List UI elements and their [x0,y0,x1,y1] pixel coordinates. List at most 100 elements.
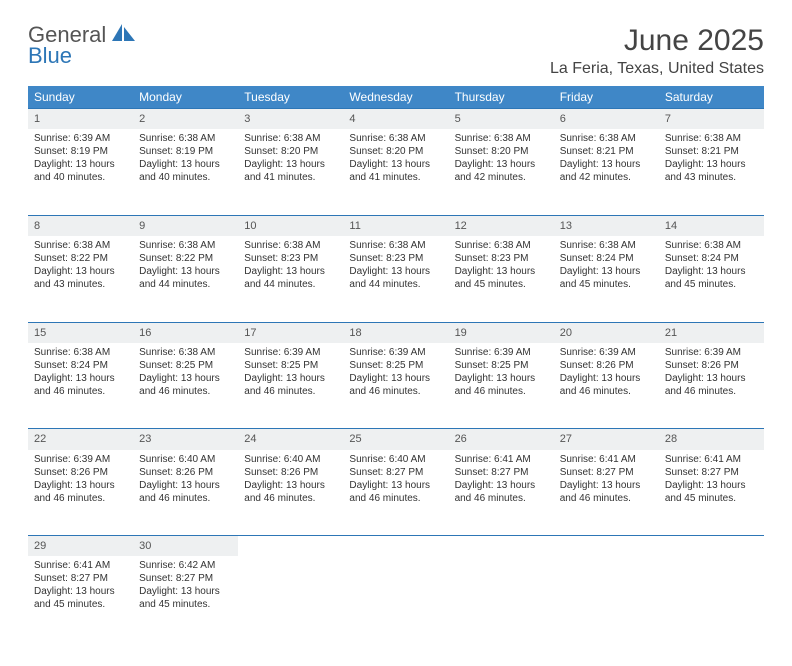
day-content-cell: Sunrise: 6:38 AMSunset: 8:24 PMDaylight:… [28,343,133,429]
sunrise-line: Sunrise: 6:39 AM [244,346,337,359]
sunrise-line: Sunrise: 6:41 AM [560,453,653,466]
sunrise-line: Sunrise: 6:38 AM [665,132,758,145]
day-content-cell [343,556,448,642]
sunset-line: Sunset: 8:22 PM [34,252,127,265]
daylight-line: Daylight: 13 hours and 43 minutes. [665,158,758,184]
sunset-line: Sunset: 8:24 PM [34,359,127,372]
calendar-table: Sunday Monday Tuesday Wednesday Thursday… [28,86,764,642]
daylight-line: Daylight: 13 hours and 46 minutes. [665,372,758,398]
sunrise-line: Sunrise: 6:38 AM [244,132,337,145]
day-content-cell: Sunrise: 6:39 AMSunset: 8:26 PMDaylight:… [659,343,764,429]
daylight-line: Daylight: 13 hours and 46 minutes. [455,372,548,398]
sunrise-line: Sunrise: 6:38 AM [349,132,442,145]
day-number-cell: 13 [554,215,659,236]
daylight-line: Daylight: 13 hours and 44 minutes. [349,265,442,291]
day-number-cell [554,536,659,557]
day-content-cell: Sunrise: 6:39 AMSunset: 8:25 PMDaylight:… [343,343,448,429]
day-content-cell: Sunrise: 6:39 AMSunset: 8:26 PMDaylight:… [28,450,133,536]
day-content-cell: Sunrise: 6:41 AMSunset: 8:27 PMDaylight:… [28,556,133,642]
sunset-line: Sunset: 8:21 PM [665,145,758,158]
sunset-line: Sunset: 8:23 PM [244,252,337,265]
weekday-header: Thursday [449,86,554,109]
day-content-row: Sunrise: 6:41 AMSunset: 8:27 PMDaylight:… [28,556,764,642]
sunset-line: Sunset: 8:25 PM [139,359,232,372]
daylight-line: Daylight: 13 hours and 45 minutes. [665,479,758,505]
weekday-header: Wednesday [343,86,448,109]
sunrise-line: Sunrise: 6:38 AM [455,239,548,252]
day-content-cell: Sunrise: 6:41 AMSunset: 8:27 PMDaylight:… [659,450,764,536]
sunset-line: Sunset: 8:24 PM [560,252,653,265]
daylight-line: Daylight: 13 hours and 45 minutes. [560,265,653,291]
daylight-line: Daylight: 13 hours and 41 minutes. [244,158,337,184]
sunrise-line: Sunrise: 6:39 AM [34,453,127,466]
day-content-cell: Sunrise: 6:38 AMSunset: 8:20 PMDaylight:… [238,129,343,215]
sunrise-line: Sunrise: 6:39 AM [665,346,758,359]
header: General Blue June 2025 La Feria, Texas, … [28,24,764,78]
day-content-cell: Sunrise: 6:38 AMSunset: 8:20 PMDaylight:… [449,129,554,215]
day-content-cell: Sunrise: 6:38 AMSunset: 8:24 PMDaylight:… [659,236,764,322]
day-number-cell: 2 [133,109,238,130]
sunset-line: Sunset: 8:27 PM [560,466,653,479]
day-content-cell: Sunrise: 6:38 AMSunset: 8:21 PMDaylight:… [554,129,659,215]
daylight-line: Daylight: 13 hours and 45 minutes. [139,585,232,611]
day-content-row: Sunrise: 6:38 AMSunset: 8:24 PMDaylight:… [28,343,764,429]
daylight-line: Daylight: 13 hours and 46 minutes. [139,372,232,398]
day-content-cell: Sunrise: 6:38 AMSunset: 8:23 PMDaylight:… [449,236,554,322]
month-title: June 2025 [550,24,764,58]
sunset-line: Sunset: 8:27 PM [665,466,758,479]
daylight-line: Daylight: 13 hours and 45 minutes. [455,265,548,291]
sunrise-line: Sunrise: 6:40 AM [139,453,232,466]
day-number-cell: 25 [343,429,448,450]
day-content-cell [554,556,659,642]
day-content-cell: Sunrise: 6:38 AMSunset: 8:25 PMDaylight:… [133,343,238,429]
sunrise-line: Sunrise: 6:40 AM [244,453,337,466]
page: General Blue June 2025 La Feria, Texas, … [0,0,792,666]
day-content-cell: Sunrise: 6:38 AMSunset: 8:22 PMDaylight:… [28,236,133,322]
day-content-row: Sunrise: 6:39 AMSunset: 8:19 PMDaylight:… [28,129,764,215]
title-block: June 2025 La Feria, Texas, United States [550,24,764,78]
day-number-cell: 18 [343,322,448,343]
daylight-line: Daylight: 13 hours and 40 minutes. [34,158,127,184]
day-number-row: 1234567 [28,109,764,130]
day-content-cell: Sunrise: 6:40 AMSunset: 8:27 PMDaylight:… [343,450,448,536]
day-content-cell: Sunrise: 6:41 AMSunset: 8:27 PMDaylight:… [554,450,659,536]
daylight-line: Daylight: 13 hours and 46 minutes. [560,372,653,398]
sunrise-line: Sunrise: 6:38 AM [560,239,653,252]
day-number-cell: 10 [238,215,343,236]
day-content-cell: Sunrise: 6:38 AMSunset: 8:23 PMDaylight:… [238,236,343,322]
day-content-cell: Sunrise: 6:38 AMSunset: 8:24 PMDaylight:… [554,236,659,322]
weekday-header-row: Sunday Monday Tuesday Wednesday Thursday… [28,86,764,109]
day-content-cell: Sunrise: 6:40 AMSunset: 8:26 PMDaylight:… [133,450,238,536]
day-number-cell: 14 [659,215,764,236]
day-number-cell: 16 [133,322,238,343]
day-number-cell: 23 [133,429,238,450]
day-number-cell [343,536,448,557]
weekday-header: Tuesday [238,86,343,109]
day-content-cell: Sunrise: 6:42 AMSunset: 8:27 PMDaylight:… [133,556,238,642]
day-content-cell [449,556,554,642]
sunset-line: Sunset: 8:25 PM [244,359,337,372]
sunset-line: Sunset: 8:20 PM [455,145,548,158]
day-number-cell [659,536,764,557]
day-number-cell: 30 [133,536,238,557]
sunrise-line: Sunrise: 6:38 AM [139,132,232,145]
logo-line2: Blue [28,43,72,68]
sunset-line: Sunset: 8:19 PM [34,145,127,158]
day-number-cell [449,536,554,557]
day-content-cell: Sunrise: 6:39 AMSunset: 8:26 PMDaylight:… [554,343,659,429]
day-number-row: 2930 [28,536,764,557]
day-number-cell: 12 [449,215,554,236]
day-number-cell: 26 [449,429,554,450]
day-content-cell: Sunrise: 6:41 AMSunset: 8:27 PMDaylight:… [449,450,554,536]
day-number-cell: 9 [133,215,238,236]
sunset-line: Sunset: 8:25 PM [455,359,548,372]
sunset-line: Sunset: 8:27 PM [139,572,232,585]
daylight-line: Daylight: 13 hours and 41 minutes. [349,158,442,184]
day-content-cell: Sunrise: 6:38 AMSunset: 8:22 PMDaylight:… [133,236,238,322]
daylight-line: Daylight: 13 hours and 46 minutes. [34,479,127,505]
sunrise-line: Sunrise: 6:39 AM [349,346,442,359]
day-number-cell: 28 [659,429,764,450]
day-number-cell: 11 [343,215,448,236]
day-number-row: 891011121314 [28,215,764,236]
sunset-line: Sunset: 8:20 PM [349,145,442,158]
